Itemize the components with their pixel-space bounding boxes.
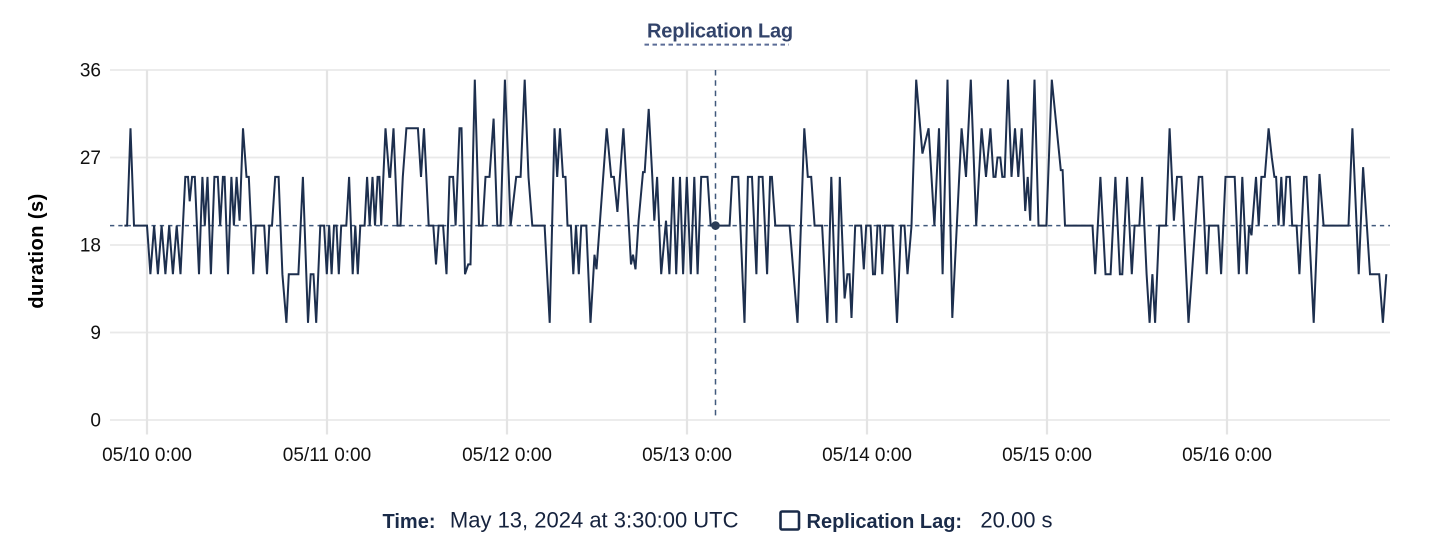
- svg-text:36: 36: [80, 61, 101, 82]
- svg-text:duration (s): duration (s): [26, 193, 48, 308]
- svg-text:27: 27: [80, 148, 101, 169]
- svg-text:05/12 0:00: 05/12 0:00: [462, 445, 552, 466]
- svg-text:20.00 s: 20.00 s: [980, 508, 1052, 533]
- svg-text:May 13, 2024 at 3:30:00 UTC: May 13, 2024 at 3:30:00 UTC: [450, 508, 739, 533]
- svg-text:Time:: Time:: [383, 511, 436, 533]
- svg-text:05/14 0:00: 05/14 0:00: [822, 445, 912, 466]
- svg-text:05/15 0:00: 05/15 0:00: [1002, 445, 1092, 466]
- svg-text:9: 9: [90, 323, 101, 344]
- svg-text:18: 18: [80, 236, 101, 257]
- svg-text:05/13 0:00: 05/13 0:00: [642, 445, 732, 466]
- svg-text:05/10 0:00: 05/10 0:00: [102, 445, 192, 466]
- svg-text:Replication Lag: Replication Lag: [647, 21, 793, 43]
- svg-text:0: 0: [90, 411, 101, 432]
- svg-text:05/16 0:00: 05/16 0:00: [1182, 445, 1272, 466]
- svg-text:Replication Lag:: Replication Lag:: [807, 511, 963, 533]
- svg-text:05/11 0:00: 05/11 0:00: [283, 445, 371, 466]
